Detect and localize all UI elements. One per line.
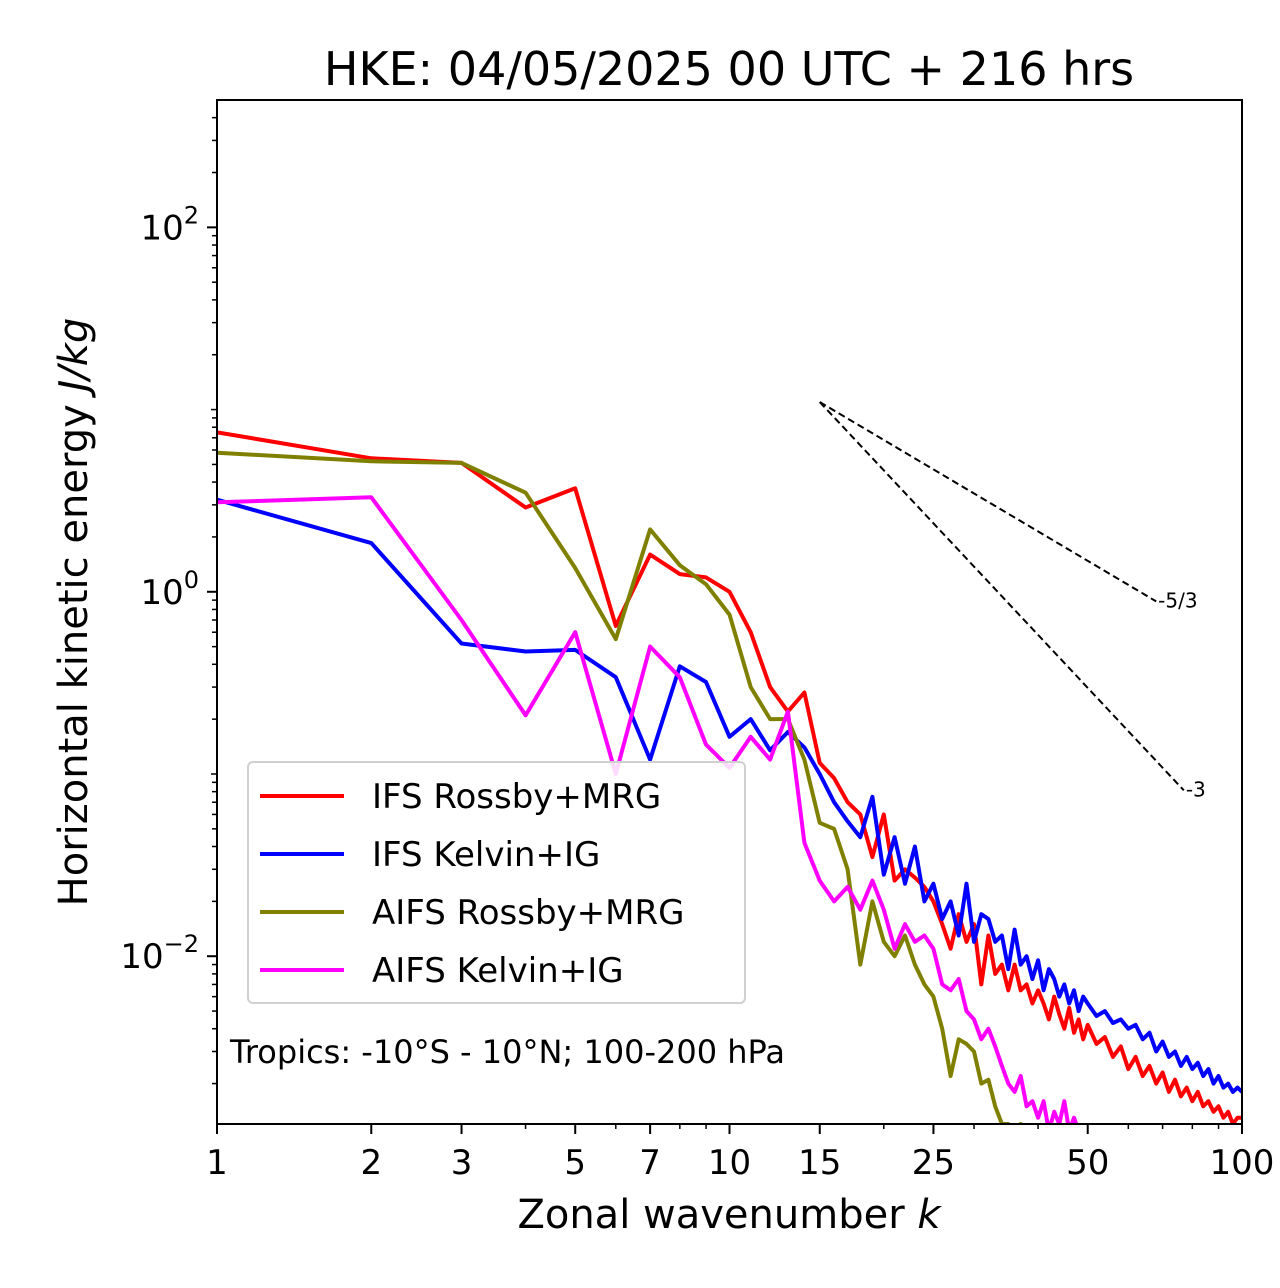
y-tick-label: 10−2 — [120, 930, 199, 977]
legend-label: AIFS Rossby+MRG — [372, 893, 684, 933]
legend: IFS Rossby+MRG IFS Kelvin+IG AIFS Rossby+M… — [247, 761, 746, 1004]
region-annotation: Tropics: -10°S - 10°N; 100-200 hPa — [229, 1033, 785, 1071]
reference-slope-line — [819, 401, 1157, 603]
x-tick-label: 10 — [708, 1143, 751, 1183]
x-tick-label: 7 — [639, 1143, 661, 1183]
x-tick-label: 15 — [798, 1143, 841, 1183]
x-axis-label: Zonal wavenumber k — [517, 1192, 942, 1238]
y-tick-label: 102 — [140, 201, 199, 248]
reference-slope-label: -3 — [1186, 777, 1206, 801]
x-tick-label: 100 — [1210, 1143, 1275, 1183]
x-tick-label: 5 — [564, 1143, 586, 1183]
x-tick-label: 25 — [912, 1143, 955, 1183]
legend-box — [247, 761, 746, 1004]
legend-label: IFS Kelvin+IG — [372, 835, 600, 875]
chart-title: HKE: 04/05/2025 00 UTC + 216 hrs — [324, 42, 1134, 96]
series-line-3 — [217, 450, 1023, 1124]
y-tick-label: 100 — [140, 566, 199, 613]
y-axis-label: Horizontal kinetic energy J/kg — [51, 318, 97, 907]
series-line-1 — [217, 430, 1242, 1124]
x-tick-label: 2 — [360, 1143, 382, 1183]
x-tick-label: 1 — [206, 1143, 228, 1183]
legend-label: AIFS Kelvin+IG — [372, 951, 624, 991]
x-tick-label: 3 — [451, 1143, 473, 1183]
reference-slope-line — [819, 401, 1185, 792]
legend-label: IFS Rossby+MRG — [372, 777, 661, 817]
reference-slope-label: -5/3 — [1158, 588, 1197, 612]
x-tick-label: 50 — [1066, 1143, 1109, 1183]
